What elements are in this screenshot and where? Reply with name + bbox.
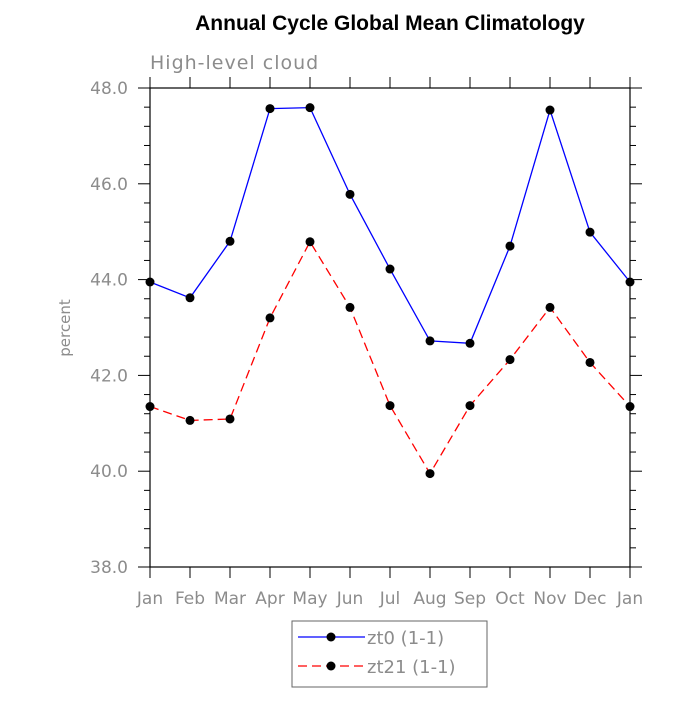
data-point <box>225 236 235 246</box>
x-tick-label: Aug <box>413 589 446 609</box>
y-tick-label: 46.0 <box>90 175 128 195</box>
series-0 <box>145 103 635 348</box>
data-point <box>385 264 395 274</box>
x-tick-label: May <box>292 589 327 609</box>
data-point <box>425 336 435 346</box>
data-point <box>385 401 395 411</box>
data-point <box>265 313 275 323</box>
x-tick-label: Jan <box>616 589 643 609</box>
x-tick-label: Mar <box>214 589 246 609</box>
data-point <box>345 189 355 199</box>
data-point <box>145 277 155 287</box>
chart-title: Annual Cycle Global Mean Climatology <box>195 12 585 35</box>
series-1 <box>145 237 635 479</box>
legend-label: zt0 (1-1) <box>367 628 444 649</box>
data-point <box>545 105 555 115</box>
series-line <box>149 106 631 344</box>
y-axis-label: percent <box>56 299 74 357</box>
legend-label: zt21 (1-1) <box>367 657 456 678</box>
x-tick-label: Jul <box>379 589 401 609</box>
series-line <box>149 240 631 475</box>
plot-frame <box>149 87 631 568</box>
data-point <box>465 401 475 411</box>
data-point <box>265 104 275 114</box>
data-point <box>505 355 515 365</box>
x-tick-label: Apr <box>255 589 284 609</box>
data-point <box>145 402 155 412</box>
x-tick-label: Jan <box>136 589 163 609</box>
data-point <box>545 302 555 312</box>
x-tick-label: Feb <box>175 589 205 609</box>
data-point <box>345 302 355 312</box>
x-tick-label: Jun <box>336 589 364 609</box>
data-point <box>185 415 195 425</box>
data-point <box>625 277 635 287</box>
legend-marker <box>326 661 336 671</box>
data-point <box>625 402 635 412</box>
data-point <box>585 227 595 237</box>
chart-subtitle: High-level cloud <box>150 52 319 74</box>
x-tick-label: Oct <box>495 589 525 609</box>
x-tick-label: Sep <box>454 589 486 609</box>
y-tick-label: 38.0 <box>90 558 128 578</box>
data-point <box>425 469 435 479</box>
legend-items: zt0 (1-1) zt21 (1-1) <box>298 628 456 678</box>
data-point <box>305 103 315 113</box>
data-point <box>585 357 595 367</box>
data-point <box>185 293 195 303</box>
data-point <box>505 241 515 251</box>
legend-box <box>291 620 488 688</box>
y-tick-label: 40.0 <box>90 462 128 482</box>
data-point <box>305 237 315 247</box>
y-tick-label: 44.0 <box>90 271 128 291</box>
data-point <box>465 338 475 348</box>
y-tick-label: 42.0 <box>90 366 128 386</box>
legend: zt0 (1-1) zt21 (1-1) <box>291 620 488 688</box>
x-tick-label: Dec <box>574 589 607 609</box>
axes: 38.0 40.0 42.0 44.0 46.0 48.0 Jan Feb Mar Apr May J… <box>90 77 643 609</box>
legend-marker <box>326 632 336 642</box>
series-layer <box>145 103 635 479</box>
x-tick-label: Nov <box>533 589 566 609</box>
data-point <box>225 414 235 424</box>
y-tick-label: 48.0 <box>90 79 128 99</box>
